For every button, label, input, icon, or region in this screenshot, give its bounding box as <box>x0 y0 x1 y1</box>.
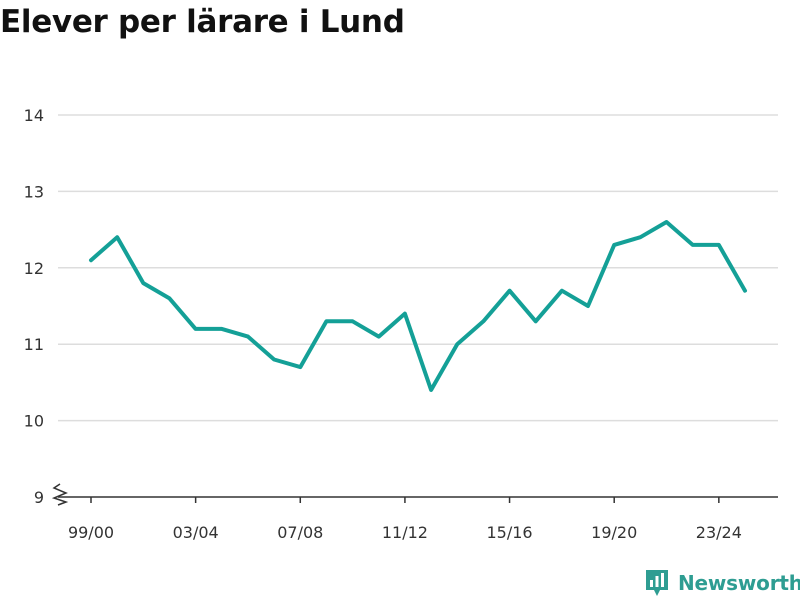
tick-labels: 9 10 11 12 13 14 99/00 03/04 07/08 11/12 15/16 19/2… <box>24 106 742 542</box>
newsworthy-brand[interactable]: Newsworthy <box>644 568 800 598</box>
axis-break-icon <box>51 483 69 506</box>
x-tick-label: 03/04 <box>173 523 219 542</box>
y-tick-label: 11 <box>24 335 44 354</box>
x-tick-label: 99/00 <box>68 523 114 542</box>
y-tick-label: 9 <box>34 488 44 507</box>
x-tick-label: 15/16 <box>487 523 533 542</box>
bar-chart-logo-icon <box>646 570 668 596</box>
axes <box>51 483 778 506</box>
y-tick-label: 14 <box>24 106 44 125</box>
x-tick-label: 11/12 <box>382 523 428 542</box>
chart-title: Elever per lärare i Lund <box>0 4 405 40</box>
series-line-0 <box>89 220 747 392</box>
series-lines <box>89 220 747 392</box>
brand-name: Newsworthy <box>678 571 800 595</box>
gridlines <box>58 114 778 422</box>
x-tick-label: 07/08 <box>277 523 323 542</box>
y-tick-label: 10 <box>24 412 44 431</box>
y-tick-label: 13 <box>24 182 44 201</box>
x-tick-label: 23/24 <box>696 523 742 542</box>
line-chart: 9 10 11 12 13 14 99/00 03/04 07/08 11/12 15/16 19/2… <box>24 106 778 542</box>
x-tick-label: 19/20 <box>591 523 637 542</box>
y-tick-label: 12 <box>24 259 44 278</box>
